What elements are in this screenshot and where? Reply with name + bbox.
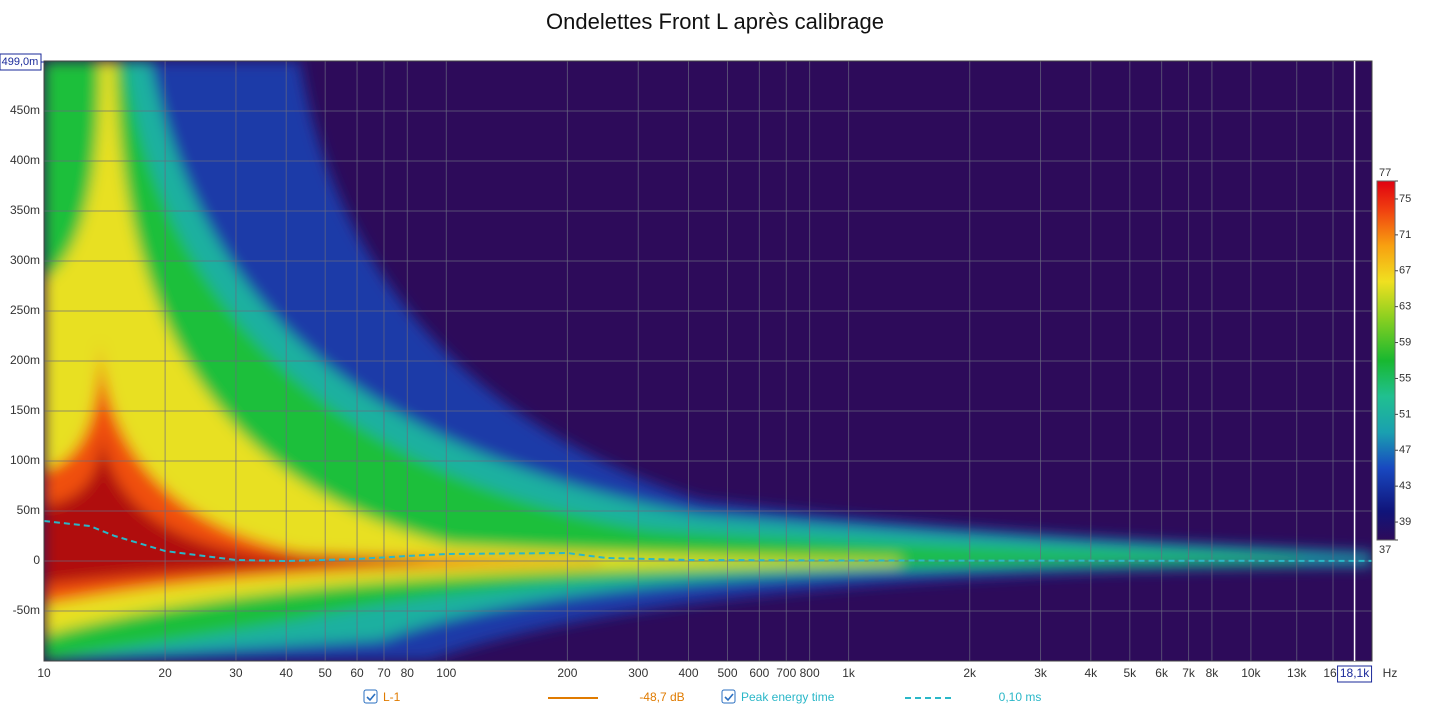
x-tick-label: 600 <box>749 666 769 680</box>
colorbar-label: 37 <box>1379 544 1391 556</box>
x-tick-label: 200 <box>557 666 577 680</box>
cursor-x-label: 18,1k <box>1340 666 1370 680</box>
y-tick-label: 0 <box>33 553 40 567</box>
colorbar-label: 55 <box>1399 372 1411 384</box>
x-tick-label: 13k <box>1287 666 1307 680</box>
cursor-x-box <box>1337 665 1373 683</box>
peak-energy-line <box>43 520 1373 563</box>
legend-check <box>724 693 734 702</box>
legend-readout: -48,7 dB <box>639 690 684 704</box>
x-tick-label: 6k <box>1155 666 1169 680</box>
colorbar-label: 43 <box>1399 480 1411 492</box>
colorbar-label: 47 <box>1399 444 1411 456</box>
y-tick-label: 350m <box>10 203 40 217</box>
cursor-y-box <box>0 53 42 71</box>
colorbar-label: 51 <box>1399 408 1411 420</box>
legend-readout: 0,10 ms <box>999 690 1042 704</box>
y-tick-label: -50m <box>13 603 40 617</box>
x-tick-label: 30 <box>229 666 243 680</box>
x-tick-label: 70 <box>377 666 391 680</box>
x-tick-label: 500 <box>717 666 737 680</box>
x-tick-label: 8k <box>1206 666 1220 680</box>
x-tick-label: 5k <box>1123 666 1137 680</box>
y-tick-label: 50m <box>17 503 40 517</box>
legend-name: L-1 <box>383 690 401 704</box>
colorbar-label: 71 <box>1399 229 1411 241</box>
x-tick-label: 80 <box>401 666 415 680</box>
x-tick-label: 40 <box>280 666 294 680</box>
chart-title: Ondelettes Front L après calibrage <box>546 9 884 34</box>
x-tick-label: 1k <box>842 666 856 680</box>
x-tick-label: 50 <box>319 666 333 680</box>
legend-checkbox[interactable] <box>721 689 736 704</box>
y-tick-label: 250m <box>10 303 40 317</box>
y-tick-label: 400m <box>10 153 40 167</box>
cursor-y-label: 499,0m <box>2 56 39 68</box>
x-tick-label: 10k <box>1241 666 1261 680</box>
y-tick-label: 150m <box>10 403 40 417</box>
x-tick-label: 7k <box>1182 666 1196 680</box>
legend-check <box>366 693 376 702</box>
y-tick-label: 100m <box>10 453 40 467</box>
x-tick-label: 800 <box>800 666 820 680</box>
x-tick-label: 3k <box>1034 666 1048 680</box>
legend-name: Peak energy time <box>741 690 835 704</box>
colorbar-label: 39 <box>1399 516 1411 528</box>
x-tick-label: 20 <box>158 666 172 680</box>
plot-frame <box>43 60 1373 662</box>
y-tick-label: 200m <box>10 353 40 367</box>
colorbar <box>1376 180 1396 541</box>
colorbar-label: 67 <box>1399 265 1411 277</box>
x-tick-label: 400 <box>678 666 698 680</box>
legend-checkbox[interactable] <box>363 689 378 704</box>
marks <box>43 520 1373 563</box>
x-tick-label: 100 <box>436 666 456 680</box>
x-tick-label: 4k <box>1084 666 1098 680</box>
x-tick-label: 60 <box>350 666 364 680</box>
colorbar-label: 63 <box>1399 301 1411 313</box>
colorbar-label: 75 <box>1399 193 1411 205</box>
x-tick-label: 2k <box>963 666 977 680</box>
x-tick-label: 10 <box>37 666 51 680</box>
y-tick-label: 450m <box>10 103 40 117</box>
y-tick-label: 300m <box>10 253 40 267</box>
colorbar-label: 77 <box>1379 167 1391 179</box>
colorbar-label: 59 <box>1399 336 1411 348</box>
x-tick-label: 300 <box>628 666 648 680</box>
x-tick-label: 700 <box>776 666 796 680</box>
x-unit: Hz <box>1383 666 1398 680</box>
